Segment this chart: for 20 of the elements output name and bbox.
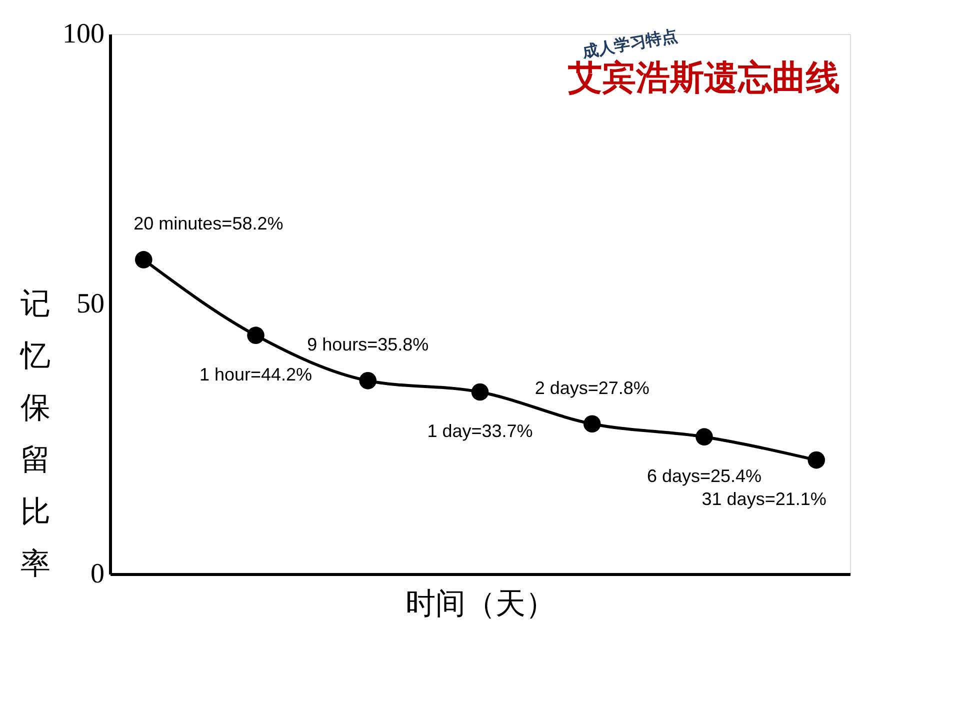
data-label: 2 days=27.8% <box>534 378 650 398</box>
point <box>359 372 377 390</box>
data-label: 20 minutes=58.2% <box>134 214 284 234</box>
data-label: 6 days=25.4% <box>646 466 762 486</box>
y-axis-title: 记忆保留比率 <box>20 286 50 582</box>
point <box>134 251 152 268</box>
data-label: 31 days=21.1% <box>702 489 826 510</box>
y-tick-label: 0 <box>90 558 104 590</box>
point <box>808 451 826 469</box>
y-tick-label: 100 <box>62 18 104 50</box>
point <box>583 415 601 433</box>
point <box>696 428 713 446</box>
y-tick-label: 50 <box>76 288 104 320</box>
x-axis-title: 时间（天） <box>406 586 556 622</box>
point <box>247 326 264 344</box>
text: 艾宾浩斯遗忘曲线 <box>567 58 840 98</box>
data-label: 1 day=33.7% <box>427 421 533 442</box>
point <box>471 383 489 401</box>
data-label: 9 hours=35.8% <box>307 334 429 355</box>
data-label: 1 hour=44.2% <box>199 364 312 384</box>
